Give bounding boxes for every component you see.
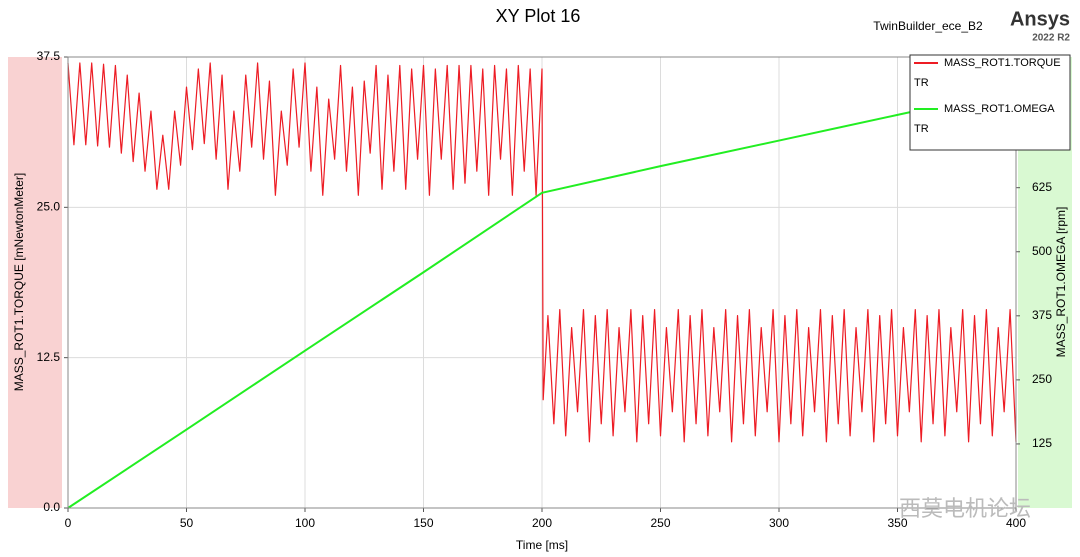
y2-tick-label: 250 [1032,372,1052,386]
grid: 0 50 100 150 200 250 300 350 400 0.0 12.5 25.0 37.5 1… [37,49,1053,530]
x-tick-label: 400 [1006,516,1026,530]
y2-tick-label: 625 [1032,180,1052,194]
series-line [67,88,1017,509]
brand: Ansys [1010,8,1070,30]
design-name: TwinBuilder_ece_B2 [873,19,983,33]
y-tick-label: 25.0 [37,200,61,214]
x-tick-label: 350 [887,516,907,530]
legend-label: MASS_ROT1.OMEGA [944,103,1055,115]
x-tick-label: 250 [650,516,670,530]
y2-tick-label: 125 [1032,436,1052,450]
plot-frame [67,56,1017,509]
legend-context: TR [914,123,929,135]
version: 2022 R2 [1032,33,1070,44]
y-axis-label: MASS_ROT1.TORQUE [mNewtonMeter] [12,173,26,392]
legend: MASS_ROT1.TORQUE TR MASS_ROT1.OMEGA TR [909,54,1071,151]
plot-area [67,62,1017,509]
legend-context: TR [914,77,929,89]
y2-tick-label: 500 [1032,244,1052,258]
y2-tick-label: 375 [1032,308,1052,322]
legend-box [909,54,1071,151]
y-tick-label: 37.5 [37,49,61,63]
x-tick-label: 150 [413,516,433,530]
x-tick-label: 50 [180,516,194,530]
y2-axis-label: MASS_ROT1.OMEGA [rpm] [1054,207,1068,358]
legend-label: MASS_ROT1.TORQUE [944,57,1061,69]
x-tick-label: 300 [769,516,789,530]
chart-title: XY Plot 16 [496,6,581,26]
x-tick-label: 100 [295,516,315,530]
y-tick-label: 12.5 [37,350,61,364]
watermark: 西莫电机论坛 [899,497,1031,522]
x-tick-label: 0 [65,516,72,530]
x-tick-label: 200 [532,516,552,530]
x-axis-label: Time [ms] [516,538,568,552]
y-axis-band [8,57,62,508]
y-tick-label: 0.0 [43,500,60,514]
series-line [67,62,1017,443]
